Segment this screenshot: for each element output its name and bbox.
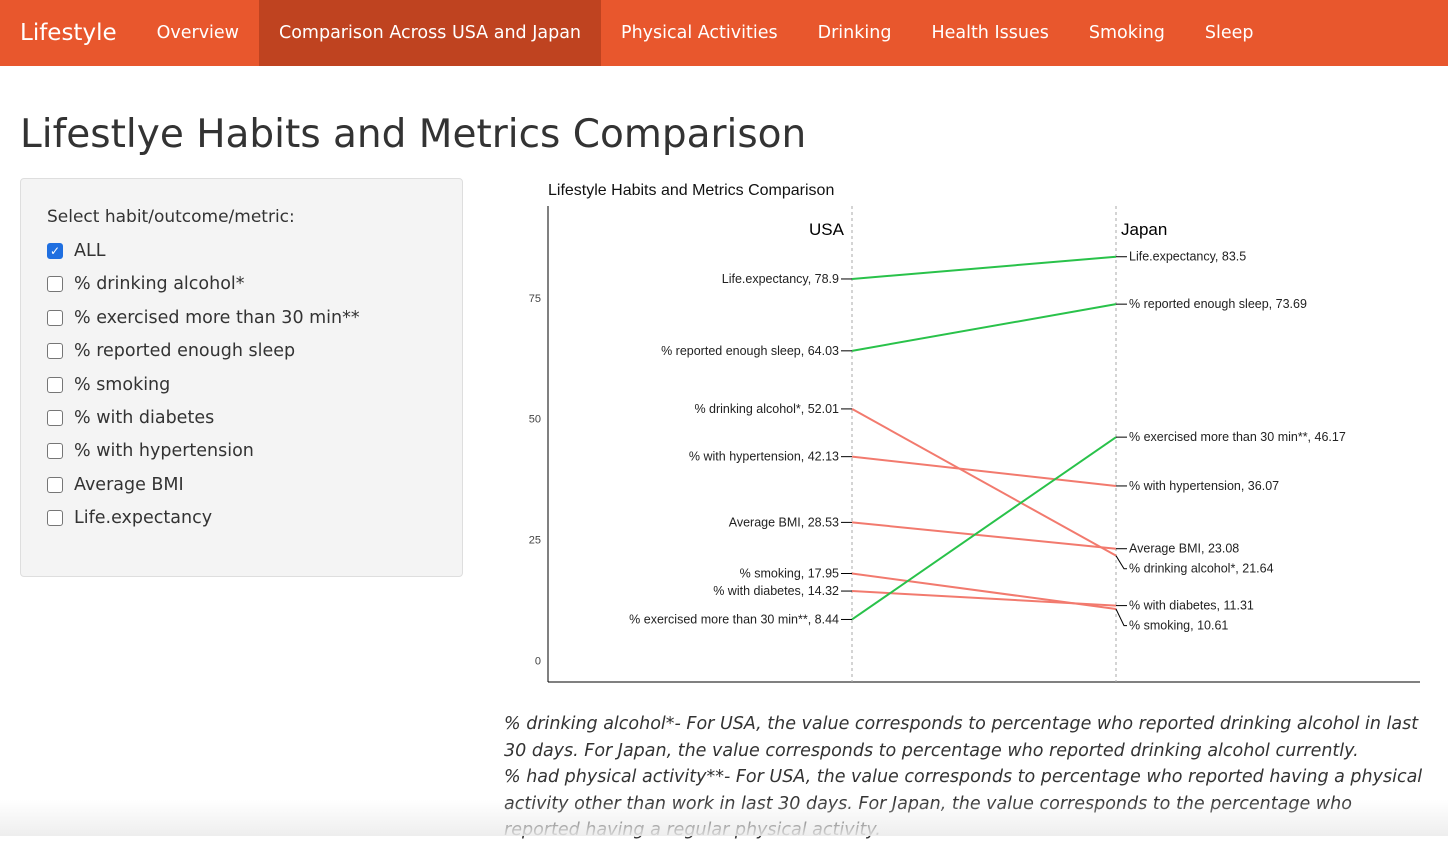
usa-data-label: % reported enough sleep, 64.03 [661,344,839,358]
japan-data-label: % drinking alcohol*, 21.64 [1129,562,1274,576]
japan-data-label: % with diabetes, 11.31 [1129,599,1254,613]
series-line [851,255,1117,280]
japan-data-label: % smoking, 10.61 [1129,619,1228,633]
x-category-label: USA [809,220,845,239]
usa-data-label: % exercised more than 30 min**, 8.44 [629,612,839,626]
checkbox-unchecked-icon[interactable] [47,276,63,292]
japan-data-label: % with hypertension, 36.07 [1129,479,1279,493]
y-tick-label: 25 [529,534,541,546]
y-tick-label: 75 [529,293,541,305]
usa-data-label: Average BMI, 28.53 [729,515,839,529]
checkbox-unchecked-icon[interactable] [47,477,63,493]
japan-data-label: % exercised more than 30 min**, 46.17 [1129,430,1346,444]
footnote-physical-activity: % had physical activity**- For USA, the … [504,767,1423,841]
tab-drinking[interactable]: Drinking [817,23,892,43]
y-tick-label: 0 [535,655,541,667]
usa-data-label: % drinking alcohol*, 52.01 [694,402,839,416]
usa-data-label: % with diabetes, 14.32 [713,584,839,598]
checkbox-hypertension[interactable]: % with hypertension [47,438,254,464]
checkbox-unchecked-icon[interactable] [47,443,63,459]
series-line [851,521,1117,550]
series-line [851,590,1117,607]
checkbox-unchecked-icon[interactable] [47,510,63,526]
checkbox-unchecked-icon[interactable] [47,377,63,393]
chart-canvas: 0 25 50 75 USA Japan Life.expectancy, 78.9 % re… [529,206,1420,683]
checkbox-enough-sleep[interactable]: % reported enough sleep [47,338,295,364]
page-title: Lifestlye Habits and Metrics Comparison [20,112,807,157]
checkbox-exercised[interactable]: % exercised more than 30 min** [47,305,360,331]
checkbox-diabetes[interactable]: % with diabetes [47,405,214,431]
usa-data-label: % smoking, 17.95 [740,567,839,581]
checkbox-unchecked-icon[interactable] [47,310,63,326]
nav-tabs: Overview Comparison Across USA and Japan… [137,0,1274,66]
brand-title[interactable]: Lifestyle [20,20,117,46]
filter-label: Select habit/outcome/metric: [47,207,295,227]
series-line [851,303,1117,352]
filter-panel: Select habit/outcome/metric: ✓ ALL % dri… [20,178,463,577]
usa-data-label: % with hypertension, 42.13 [689,450,839,464]
japan-data-label: Average BMI, 23.08 [1129,542,1239,556]
checkbox-label: % drinking alcohol* [74,274,245,294]
checkbox-label: Average BMI [74,475,184,495]
checkbox-unchecked-icon[interactable] [47,410,63,426]
series-line [851,436,1117,621]
japan-label-tick [1115,555,1127,570]
x-category-label: Japan [1121,220,1167,239]
slope-chart: Lifestyle Habits and Metrics Comparison … [500,176,1448,696]
checkbox-label: % exercised more than 30 min** [74,308,360,328]
footnote-drinking: % drinking alcohol*- For USA, the value … [504,714,1419,761]
series-line [851,455,1117,487]
usa-data-label: Life.expectancy, 78.9 [722,272,839,286]
tab-physical-activities[interactable]: Physical Activities [621,23,778,43]
footnotes: % drinking alcohol*- For USA, the value … [504,711,1424,844]
japan-label-tick [1115,608,1127,627]
checkbox-average-bmi[interactable]: Average BMI [47,472,184,498]
checkbox-label: % smoking [74,375,171,395]
tab-overview[interactable]: Overview [156,23,239,43]
checkbox-drinking-alcohol[interactable]: % drinking alcohol* [47,271,245,297]
checkbox-label: % reported enough sleep [74,341,296,361]
checkbox-label: Life.expectancy [74,508,213,528]
japan-data-label: Life.expectancy, 83.5 [1129,250,1246,264]
tab-sleep[interactable]: Sleep [1204,23,1254,43]
japan-data-label: % reported enough sleep, 73.69 [1129,297,1307,311]
checkbox-all[interactable]: ✓ ALL [47,238,105,264]
checkbox-life-expectancy[interactable]: Life.expectancy [47,505,212,531]
tab-health-issues[interactable]: Health Issues [931,23,1049,43]
checkbox-label: ALL [74,241,106,261]
checkbox-checked-icon[interactable]: ✓ [47,243,63,259]
top-navbar: Lifestyle Overview Comparison Across USA… [0,0,1448,66]
series-line [851,408,1117,557]
tab-comparison[interactable]: Comparison Across USA and Japan [259,0,602,66]
checkbox-unchecked-icon[interactable] [47,343,63,359]
chart-title: Lifestyle Habits and Metrics Comparison [548,182,835,199]
y-tick-label: 50 [529,414,541,426]
checkbox-label: % with hypertension [74,441,254,461]
checkbox-smoking[interactable]: % smoking [47,372,170,398]
tab-smoking[interactable]: Smoking [1088,23,1165,43]
checkbox-label: % with diabetes [74,408,215,428]
